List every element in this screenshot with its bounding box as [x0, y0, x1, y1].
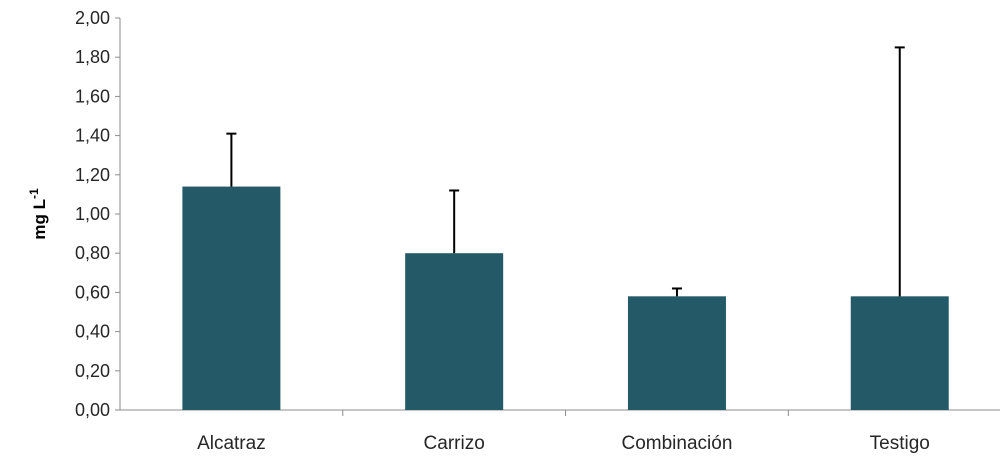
y-tick-label: 2,00: [75, 8, 110, 28]
y-tick-label: 1,60: [75, 86, 110, 106]
y-tick-label: 1,20: [75, 165, 110, 185]
y-axis-label: mg L-1: [27, 188, 49, 240]
y-tick-label: 0,20: [75, 361, 110, 381]
bar-0: [182, 186, 281, 410]
y-tick-label: 0,60: [75, 282, 110, 302]
y-tick-label: 1,80: [75, 47, 110, 67]
bar-1: [405, 253, 504, 410]
y-tick-label: 0,00: [75, 400, 110, 420]
y-tick-label: 1,40: [75, 126, 110, 146]
y-axis-ticks: 0,00 0,20 0,40 0,60 0,80 1,00 1,20 1,40 1,60 1,80…: [75, 8, 120, 420]
x-axis-labels: Alcatraz Carrizo Combinación Testigo: [197, 433, 930, 454]
error-bars: [226, 46, 905, 297]
bar-2: [627, 296, 726, 410]
x-category-label: Testigo: [870, 433, 930, 454]
y-tick-label: 0,40: [75, 322, 110, 342]
y-tick-label: 0,80: [75, 243, 110, 263]
y-tick-label: 1,00: [75, 204, 110, 224]
bars: [182, 186, 949, 410]
x-category-label: Carrizo: [424, 433, 485, 454]
x-category-label: Alcatraz: [197, 433, 266, 454]
x-category-label: Combinación: [622, 433, 733, 454]
bar-3: [850, 296, 949, 410]
